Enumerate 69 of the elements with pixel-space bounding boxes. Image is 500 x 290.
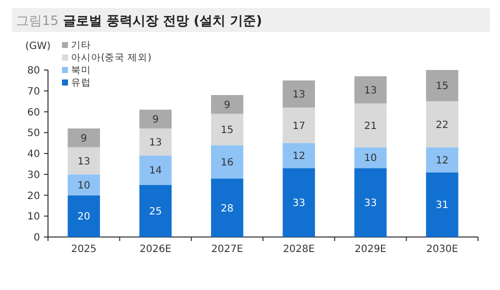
- data-label: 10: [364, 153, 377, 164]
- data-label: 9: [224, 100, 230, 111]
- legend-label: 북미: [71, 65, 91, 76]
- data-label: 16: [220, 157, 234, 168]
- bar: [282, 143, 315, 168]
- bar: [354, 147, 387, 168]
- data-label: 9: [152, 114, 159, 126]
- data-label: 13: [77, 156, 90, 168]
- chart-title: 그림15 글로벌 풍력시장 전망 (설치 기준): [16, 14, 262, 29]
- bar: [211, 145, 244, 179]
- bar: [139, 128, 172, 156]
- bar: [211, 114, 244, 146]
- bar: [211, 178, 244, 237]
- data-label: 31: [436, 200, 449, 212]
- bar: [68, 195, 100, 237]
- data-label: 22: [436, 120, 449, 131]
- x-tick-label: 2029E: [354, 244, 386, 255]
- data-label: 15: [436, 81, 449, 92]
- bar: [68, 174, 100, 196]
- bar: [282, 168, 315, 237]
- x-tick-label: 2025: [71, 244, 97, 255]
- bar: [68, 147, 100, 174]
- bar: [426, 172, 458, 237]
- bar: [139, 156, 172, 185]
- data-label: 12: [436, 155, 449, 166]
- legend-label: 유럽: [71, 78, 91, 88]
- y-tick-label: 10: [27, 212, 40, 223]
- data-label: 21: [364, 120, 377, 132]
- bar: [282, 80, 315, 108]
- data-label: 20: [77, 212, 90, 223]
- x-tick-label: 2026E: [140, 244, 172, 255]
- data-label: 13: [292, 90, 306, 101]
- y-axis-title: (GW): [25, 41, 51, 52]
- bar: [426, 101, 458, 148]
- data-label: 15: [220, 124, 234, 136]
- y-tick-label: 0: [34, 232, 40, 244]
- x-tick-label: 2030E: [426, 244, 458, 255]
- bar: [354, 168, 387, 237]
- bar: [354, 76, 387, 104]
- y-tick-label: 60: [27, 107, 40, 118]
- y-tick-label: 30: [27, 170, 40, 181]
- y-tick-label: 50: [27, 128, 40, 140]
- data-label: 28: [220, 203, 234, 214]
- legend-label: 기타: [71, 40, 91, 51]
- data-label: 9: [80, 133, 88, 144]
- legend-label: 아시아(중국 제외): [71, 52, 152, 64]
- y-tick-label: 70: [27, 86, 40, 98]
- bar: [68, 128, 100, 148]
- x-tick-label: 2027E: [211, 244, 244, 255]
- data-label: 33: [364, 198, 377, 210]
- data-label: 17: [292, 120, 306, 132]
- y-tick-label: 20: [27, 190, 40, 202]
- y-tick-label: 80: [27, 66, 40, 76]
- bar: [426, 70, 458, 102]
- data-label: 14: [149, 166, 162, 177]
- data-label: 13: [364, 85, 377, 96]
- data-label: 13: [149, 138, 162, 149]
- y-tick-label: 40: [27, 149, 40, 160]
- data-label: 33: [292, 198, 306, 210]
- bar: [426, 147, 458, 172]
- bar: [282, 108, 315, 144]
- data-label: 12: [292, 151, 306, 162]
- bar: [354, 103, 387, 148]
- x-tick-label: 2028E: [282, 244, 315, 255]
- data-label: 25: [149, 206, 162, 218]
- bar: [139, 110, 172, 128]
- bar: [211, 95, 244, 114]
- bar: [139, 184, 172, 237]
- data-label: 10: [77, 180, 90, 192]
